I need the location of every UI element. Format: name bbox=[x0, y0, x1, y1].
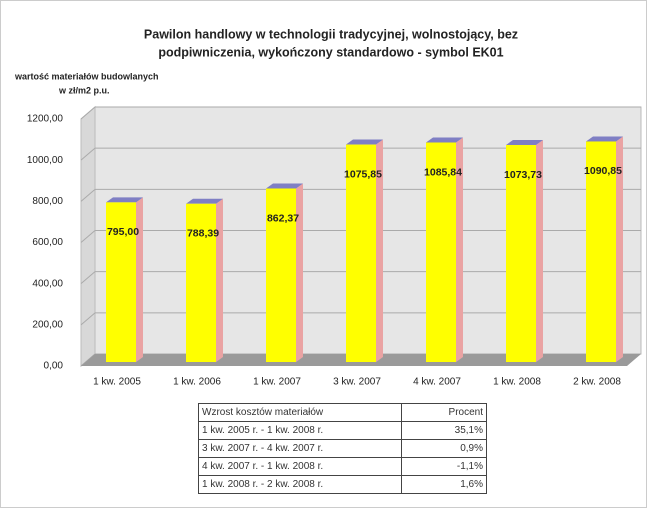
grid-line bbox=[80, 106, 96, 120]
table-cell: 1 kw. 2005 r. - 1 kw. 2008 r. bbox=[198, 421, 402, 440]
bar-side bbox=[136, 197, 143, 362]
table-row: 1 kw. 2008 r. - 2 kw. 2008 r. 1,6% bbox=[198, 475, 487, 494]
grid-line bbox=[80, 230, 96, 243]
table-cell: 1,6% bbox=[401, 475, 487, 494]
table-row: 4 kw. 2007 r. - 1 kw. 2008 r. -1,1% bbox=[198, 457, 487, 476]
bar-top bbox=[506, 139, 543, 145]
y-tick-label: 800,00 bbox=[32, 196, 63, 207]
bar-side bbox=[536, 139, 543, 362]
table: Wzrost kosztów materiałów Procent 1 kw. 20… bbox=[198, 403, 487, 494]
chart: Pawilon handlowy w technologii tradycyjn… bbox=[14, 27, 642, 388]
bar-top bbox=[426, 137, 463, 143]
table-cell: 35,1% bbox=[401, 421, 487, 440]
bar-top bbox=[586, 136, 623, 142]
data-label: 1075,85 bbox=[344, 168, 382, 180]
bar bbox=[426, 142, 456, 362]
x-tick-label: 2 kw. 2008 bbox=[573, 377, 621, 388]
table-row: Wzrost kosztów materiałów Procent bbox=[198, 403, 487, 422]
bar bbox=[346, 144, 376, 362]
table-cell: Wzrost kosztów materiałów bbox=[198, 403, 402, 422]
table-cell: Procent bbox=[401, 403, 487, 422]
y-tick-label: 400,00 bbox=[32, 278, 63, 289]
chart-title: Pawilon handlowy w technologii tradycyjn… bbox=[144, 27, 518, 41]
table-cell: 4 kw. 2007 r. - 1 kw. 2008 r. bbox=[198, 457, 402, 476]
data-label: 795,00 bbox=[107, 226, 139, 238]
table-cell: -1,1% bbox=[401, 457, 487, 476]
chart-title: podpiwniczenia, wykończony standardowo -… bbox=[158, 45, 503, 59]
bar-side bbox=[216, 198, 223, 362]
table-row: 1 kw. 2005 r. - 1 kw. 2008 r. 35,1% bbox=[198, 421, 487, 440]
data-label: 1085,84 bbox=[424, 166, 462, 178]
bar-side bbox=[616, 136, 623, 362]
y-tick-label: 1200,00 bbox=[27, 114, 64, 125]
bar-side bbox=[296, 183, 303, 362]
bar bbox=[266, 188, 296, 362]
y-tick-label: 1000,00 bbox=[27, 155, 64, 166]
bar-side bbox=[456, 137, 463, 362]
table-row: 3 kw. 2007 r. - 4 kw. 2007 r. 0,9% bbox=[198, 439, 487, 458]
x-tick-label: 4 kw. 2007 bbox=[413, 377, 461, 388]
x-tick-label: 1 kw. 2006 bbox=[173, 377, 221, 388]
y-tick-label: 200,00 bbox=[32, 319, 63, 330]
x-tick-label: 1 kw. 2005 bbox=[93, 377, 141, 388]
x-tick-label: 1 kw. 2008 bbox=[493, 377, 541, 388]
x-tick-label: 1 kw. 2007 bbox=[253, 377, 301, 388]
y-tick-label: 0,00 bbox=[44, 361, 64, 372]
table-cell: 1 kw. 2008 r. - 2 kw. 2008 r. bbox=[198, 475, 402, 494]
y-axis-label: wartość materiałów budowlanych bbox=[14, 71, 159, 81]
table-cell: 3 kw. 2007 r. - 4 kw. 2007 r. bbox=[198, 439, 402, 458]
bar bbox=[586, 141, 616, 362]
bar-top bbox=[106, 197, 143, 203]
data-label: 1090,85 bbox=[584, 165, 622, 177]
grid-line bbox=[80, 147, 96, 161]
data-label: 862,37 bbox=[267, 212, 299, 224]
data-label: 1073,73 bbox=[504, 169, 542, 181]
table-cell: 0,9% bbox=[401, 439, 487, 458]
bar bbox=[186, 203, 216, 362]
bar bbox=[106, 202, 136, 362]
data-label: 788,39 bbox=[187, 228, 219, 240]
bar-side bbox=[376, 139, 383, 362]
grid-line bbox=[80, 188, 96, 202]
y-axis-label: w zł/m2 p.u. bbox=[58, 85, 110, 95]
x-tick-label: 3 kw. 2007 bbox=[333, 377, 381, 388]
bar-top bbox=[266, 183, 303, 189]
grid-line bbox=[80, 312, 96, 326]
grid-line bbox=[80, 271, 96, 285]
bar bbox=[506, 144, 536, 362]
bar-top bbox=[346, 139, 383, 145]
bar-top bbox=[186, 198, 223, 204]
y-tick-label: 600,00 bbox=[32, 237, 63, 248]
